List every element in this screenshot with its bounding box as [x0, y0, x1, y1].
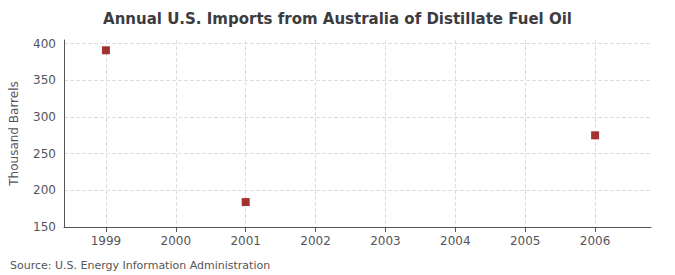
svg-text:150: 150 — [33, 220, 56, 234]
svg-text:350: 350 — [33, 73, 56, 87]
svg-text:2005: 2005 — [510, 234, 541, 248]
svg-text:2003: 2003 — [370, 234, 401, 248]
svg-text:1999: 1999 — [91, 234, 122, 248]
svg-text:2001: 2001 — [230, 234, 261, 248]
svg-text:2004: 2004 — [440, 234, 471, 248]
svg-text:200: 200 — [33, 183, 56, 197]
svg-text:2002: 2002 — [300, 234, 331, 248]
svg-text:Source: U.S. Energy Informatio: Source: U.S. Energy Information Administ… — [10, 259, 270, 272]
svg-text:250: 250 — [33, 147, 56, 161]
svg-text:2006: 2006 — [580, 234, 611, 248]
svg-text:300: 300 — [33, 110, 56, 124]
svg-text:Annual U.S. Imports from Austr: Annual U.S. Imports from Australia of Di… — [103, 10, 572, 28]
svg-text:400: 400 — [33, 37, 56, 51]
svg-text:2000: 2000 — [161, 234, 192, 248]
svg-text:Thousand Barrels: Thousand Barrels — [7, 81, 21, 186]
